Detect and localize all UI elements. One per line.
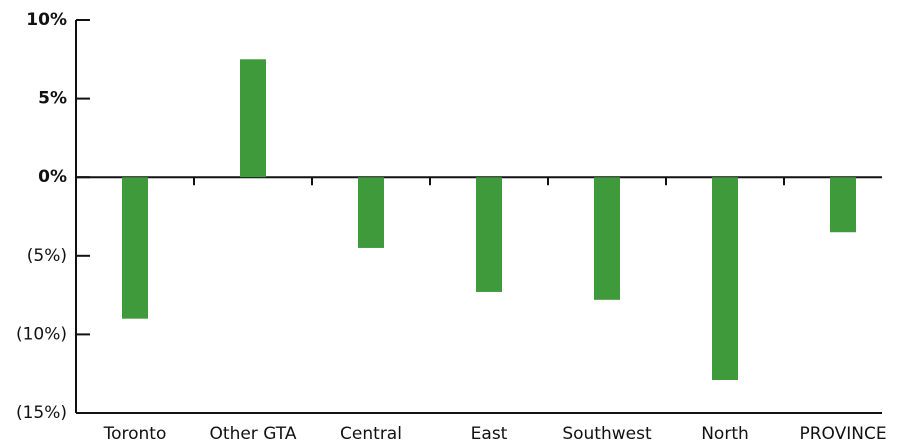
y-tick-label: (5%): [27, 246, 67, 266]
bar: [476, 177, 502, 292]
y-tick-label: 10%: [26, 10, 67, 30]
x-tick-label: East: [471, 424, 508, 444]
y-tick-label: (15%): [16, 403, 67, 423]
bar: [830, 177, 856, 233]
y-tick-label: (10%): [16, 324, 67, 344]
bar: [122, 177, 148, 319]
x-tick-label: Toronto: [103, 424, 167, 444]
x-tick-label: North: [701, 424, 749, 444]
x-tick-label: Other GTA: [210, 424, 297, 444]
bar: [594, 177, 620, 300]
bar: [712, 177, 738, 380]
bar: [240, 59, 266, 178]
bar: [358, 177, 384, 248]
x-tick-label: Central: [340, 424, 402, 444]
x-tick-label: Southwest: [562, 424, 652, 444]
y-tick-label: 0%: [38, 167, 67, 187]
y-tick-label: 5%: [38, 89, 67, 109]
x-tick-label: PROVINCE: [799, 424, 886, 444]
